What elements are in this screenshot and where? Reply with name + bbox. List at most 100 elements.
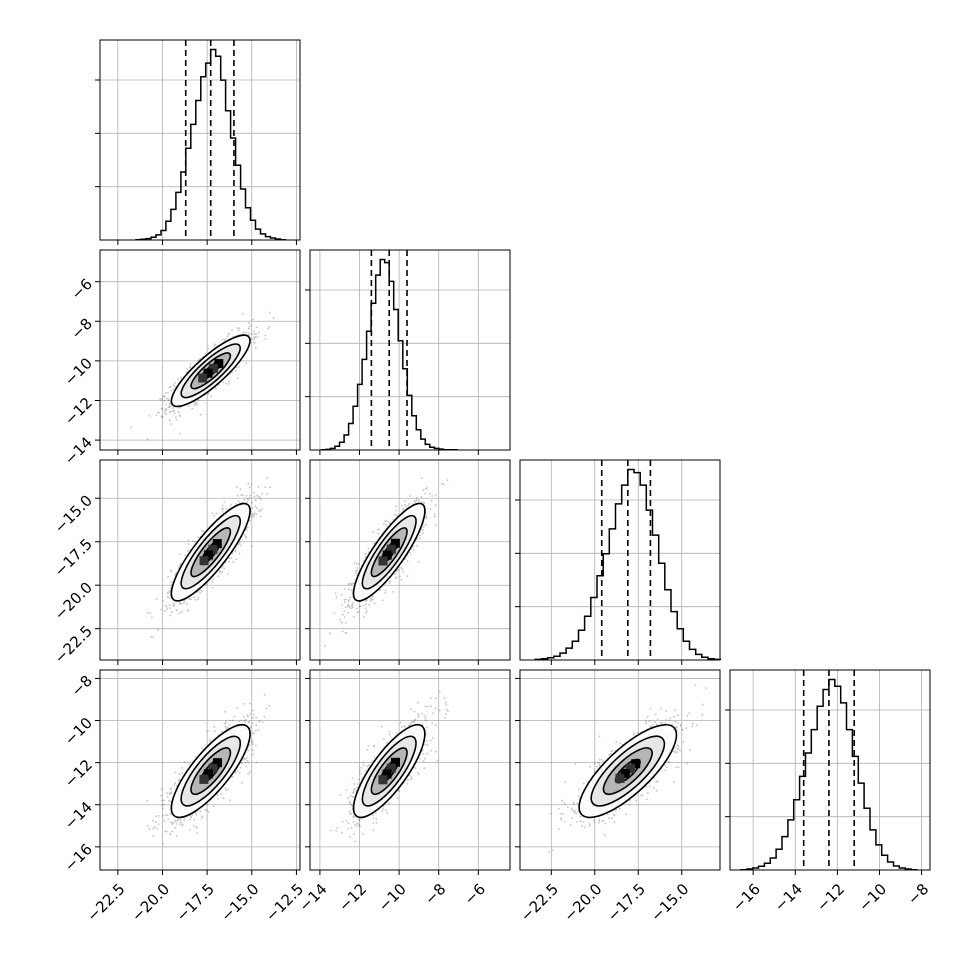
scatter-point — [352, 582, 354, 585]
scatter-point — [420, 501, 423, 503]
scatter-point — [342, 613, 344, 616]
scatter-point — [398, 575, 401, 578]
scatter-point — [151, 636, 154, 638]
scatter-point — [245, 528, 248, 531]
scatter-point — [169, 833, 172, 836]
scatter-point — [165, 407, 168, 410]
scatter-point — [163, 412, 166, 414]
scatter-point — [412, 545, 414, 548]
scatter-point — [228, 560, 231, 563]
scatter-point — [255, 761, 258, 764]
scatter-point — [246, 501, 249, 503]
scatter-point — [167, 398, 170, 400]
scatter-point — [170, 581, 173, 583]
scatter-point — [173, 412, 176, 415]
scatter-point — [347, 605, 349, 607]
scatter-point — [224, 722, 227, 725]
scatter-point — [370, 598, 372, 601]
scatter-point — [433, 515, 436, 518]
scatter-point — [205, 583, 208, 586]
scatter-point — [404, 505, 407, 508]
scatter-point — [163, 395, 166, 397]
scatter-point — [173, 604, 176, 606]
scatter-point — [188, 763, 191, 766]
scatter-point — [402, 508, 404, 511]
scatter-point — [416, 496, 418, 499]
density-cell — [212, 539, 222, 549]
scatter-point — [240, 494, 243, 496]
scatter-panel-2-1 — [305, 459, 511, 665]
scatter-point — [369, 597, 372, 600]
scatter-point — [183, 600, 186, 603]
scatter-point — [243, 719, 246, 722]
scatter-point — [372, 531, 375, 533]
scatter-point — [255, 499, 257, 501]
scatter-point — [231, 775, 234, 778]
scatter-point — [167, 399, 170, 402]
scatter-panel-1-0 — [95, 249, 301, 455]
scatter-point — [383, 523, 385, 526]
scatter-point — [426, 487, 428, 489]
scatter-point — [250, 501, 253, 504]
scatter-point — [169, 385, 172, 388]
scatter-point — [207, 393, 210, 395]
scatter-point — [169, 614, 172, 617]
scatter-point — [251, 741, 253, 744]
panel-background — [100, 40, 300, 240]
scatter-point — [244, 535, 247, 538]
scatter-point — [430, 499, 433, 502]
scatter-point — [413, 549, 415, 551]
scatter-point — [243, 702, 245, 705]
scatter-point — [178, 407, 181, 409]
scatter-point — [235, 486, 238, 489]
scatter-point — [255, 513, 258, 515]
scatter-point — [187, 550, 190, 552]
scatter-point — [419, 534, 421, 537]
scatter-point — [356, 567, 359, 569]
scatter-point — [161, 416, 164, 418]
scatter-point — [227, 333, 230, 336]
scatter-point — [197, 596, 200, 599]
scatter-point — [251, 716, 254, 719]
scatter-point — [238, 541, 241, 544]
scatter-point — [348, 605, 351, 608]
scatter-point — [152, 827, 155, 830]
scatter-point — [371, 595, 374, 597]
scatter-point — [173, 410, 175, 412]
scatter-point — [343, 598, 346, 601]
scatter-point — [356, 607, 358, 610]
scatter-point — [348, 598, 350, 601]
scatter-point — [249, 726, 252, 729]
scatter-point — [352, 602, 355, 604]
scatter-point — [268, 325, 271, 328]
scatter-point — [169, 813, 172, 815]
scatter-point — [186, 602, 188, 605]
scatter-point — [343, 588, 346, 591]
scatter-point — [221, 566, 224, 569]
scatter-point — [253, 341, 255, 344]
scatter-point — [161, 397, 164, 400]
scatter-point — [257, 486, 260, 488]
scatter-point — [175, 609, 178, 611]
panel-background — [100, 250, 300, 450]
scatter-point — [413, 500, 416, 502]
scatter-point — [201, 747, 204, 750]
scatter-point — [175, 609, 178, 612]
scatter-point — [169, 403, 171, 406]
scatter-point — [164, 610, 166, 612]
scatter-point — [211, 512, 214, 515]
scatter-point — [218, 569, 221, 572]
scatter-point — [160, 407, 163, 410]
scatter-point — [420, 496, 423, 498]
scatter-point — [333, 611, 336, 614]
panel-background — [730, 670, 930, 870]
scatter-point — [196, 403, 199, 406]
scatter-point — [184, 554, 187, 557]
scatter-point — [180, 602, 182, 605]
scatter-point — [238, 365, 240, 368]
scatter-point — [351, 606, 354, 609]
scatter-point — [253, 333, 256, 336]
scatter-point — [250, 739, 253, 742]
scatter-point — [341, 604, 343, 606]
scatter-point — [235, 558, 238, 561]
